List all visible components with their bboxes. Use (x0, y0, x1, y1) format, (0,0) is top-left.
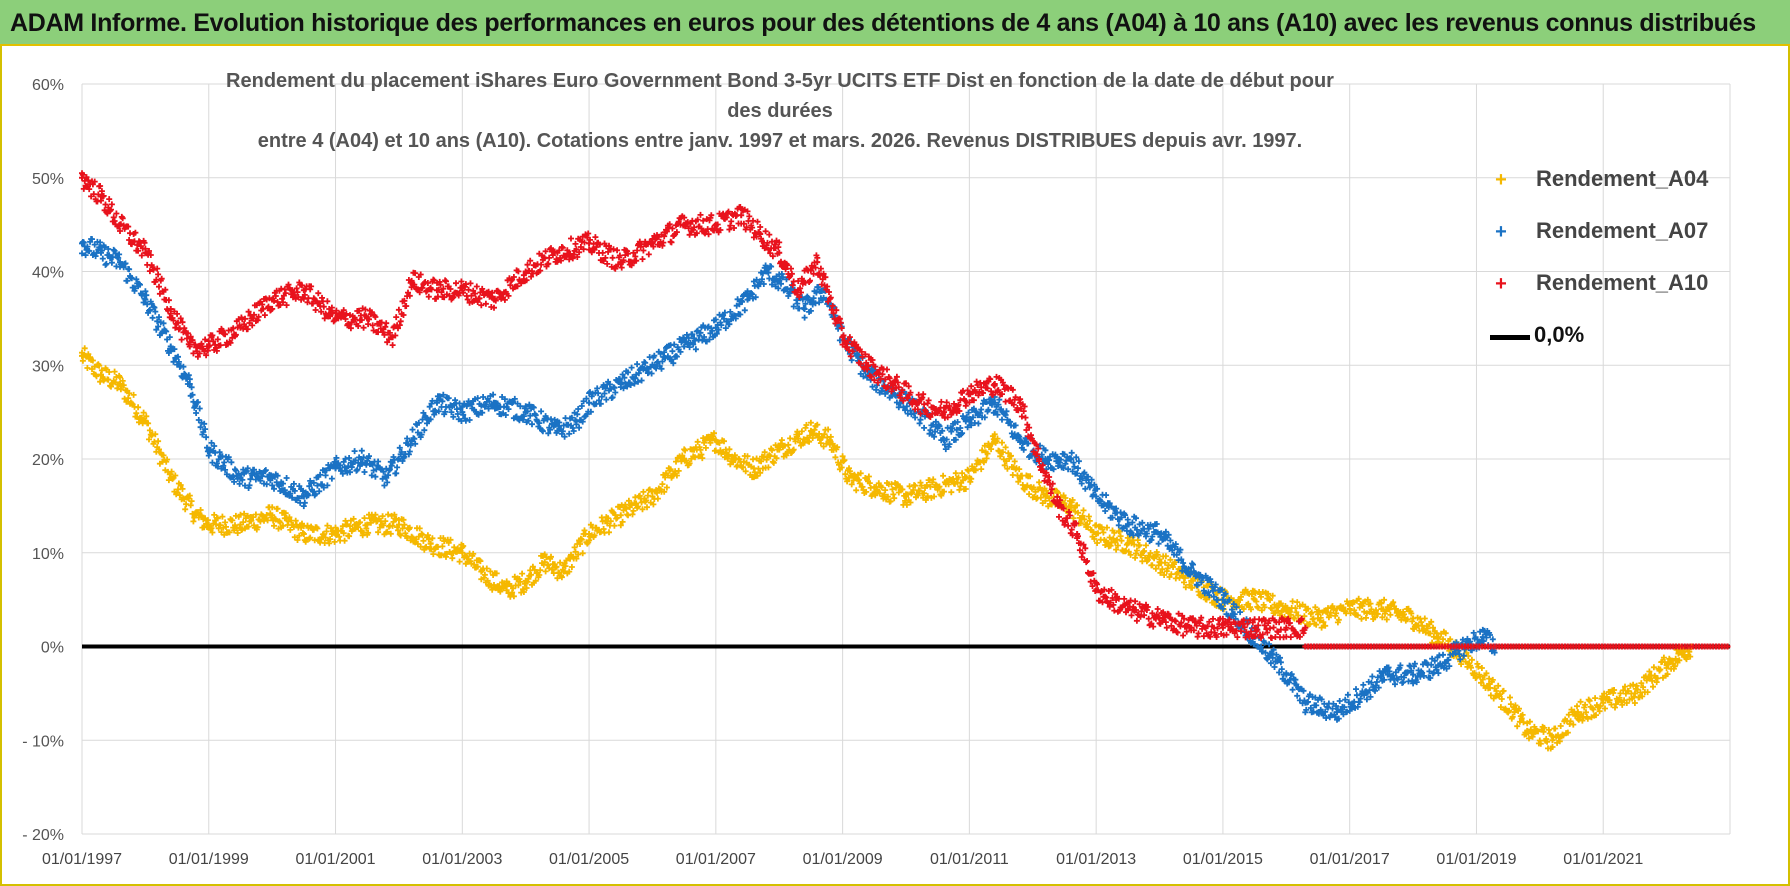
y-tick-label: 50% (32, 171, 64, 188)
banner-title: ADAM Informe. Evolution historique des p… (10, 9, 1756, 37)
rendement-a10-marker-cloud (79, 170, 1308, 641)
legend-marker-a07: + (1495, 221, 1507, 243)
legend-marker-a10: + (1495, 273, 1507, 295)
x-tick-label: 01/01/2015 (1183, 851, 1263, 868)
y-tick-label: - 10% (22, 733, 64, 750)
y-tick-label: - 20% (22, 827, 64, 844)
rendement-a04-point (617, 512, 624, 519)
rendement-a07-marker-cloud (79, 236, 1498, 723)
legend: + Rendement_A04 + Rendement_A07 + Rendem… (1490, 160, 1720, 368)
y-tick-label: 0% (41, 640, 64, 657)
legend-item-a07: + Rendement_A07 (1490, 212, 1720, 264)
rendement-a10-series (79, 170, 1309, 641)
x-tick-label: 01/01/2021 (1563, 851, 1643, 868)
rendement-a10-point (1219, 624, 1226, 631)
chart-title: Rendement du placement iShares Euro Gove… (210, 66, 1350, 156)
x-tick-label: 01/01/1997 (42, 851, 122, 868)
x-tick-label: 01/01/1999 (169, 851, 249, 868)
rendement-a07-series (79, 236, 1499, 723)
legend-item-a10: + Rendement_A10 (1490, 264, 1720, 316)
x-tick-label: 01/01/2005 (549, 851, 629, 868)
legend-label-a04: Rendement_A04 (1536, 166, 1709, 191)
chart-frame (0, 46, 1790, 886)
x-tick-label: 01/01/2019 (1436, 851, 1516, 868)
x-tick-label: 01/01/2007 (676, 851, 756, 868)
rendement-a04-marker-cloud (79, 345, 1695, 752)
rendement-a10-zero-tail (1302, 643, 1731, 650)
y-tick-label: 60% (32, 77, 64, 94)
x-tick-label: 01/01/2003 (422, 851, 502, 868)
rendement-a04-point (1346, 606, 1353, 612)
legend-marker-a04: + (1495, 169, 1507, 191)
x-tick-label: 01/01/2017 (1310, 851, 1390, 868)
banner: ADAM Informe. Evolution historique des p… (0, 0, 1790, 46)
legend-label-a10: Rendement_A10 (1536, 270, 1709, 295)
y-tick-label: 20% (32, 452, 64, 469)
chart-title-line1: Rendement du placement iShares Euro Gove… (226, 70, 1334, 122)
legend-line-zero (1490, 335, 1530, 340)
y-tick-label: 40% (32, 265, 64, 282)
x-tick-label: 01/01/2011 (930, 851, 1009, 868)
rendement-a04-series (79, 345, 1695, 752)
rendement-a07-point (1410, 671, 1417, 678)
y-tick-label: 30% (32, 358, 64, 375)
legend-label-zero: 0,0% (1534, 322, 1585, 347)
y-tick-label: 10% (32, 546, 64, 563)
x-tick-label: 01/01/2001 (295, 851, 375, 868)
rendement-a07-point (1384, 671, 1391, 678)
legend-label-a07: Rendement_A07 (1536, 218, 1709, 243)
x-tick-label: 01/01/2009 (803, 851, 883, 868)
x-tick-label: 01/01/2013 (1056, 851, 1136, 868)
legend-item-zero: 0,0% (1490, 316, 1720, 368)
rendement-a07-point (681, 343, 688, 350)
legend-item-a04: + Rendement_A04 (1490, 160, 1720, 212)
chart-title-line2: entre 4 (A04) et 10 ans (A10). Cotations… (257, 130, 1303, 152)
